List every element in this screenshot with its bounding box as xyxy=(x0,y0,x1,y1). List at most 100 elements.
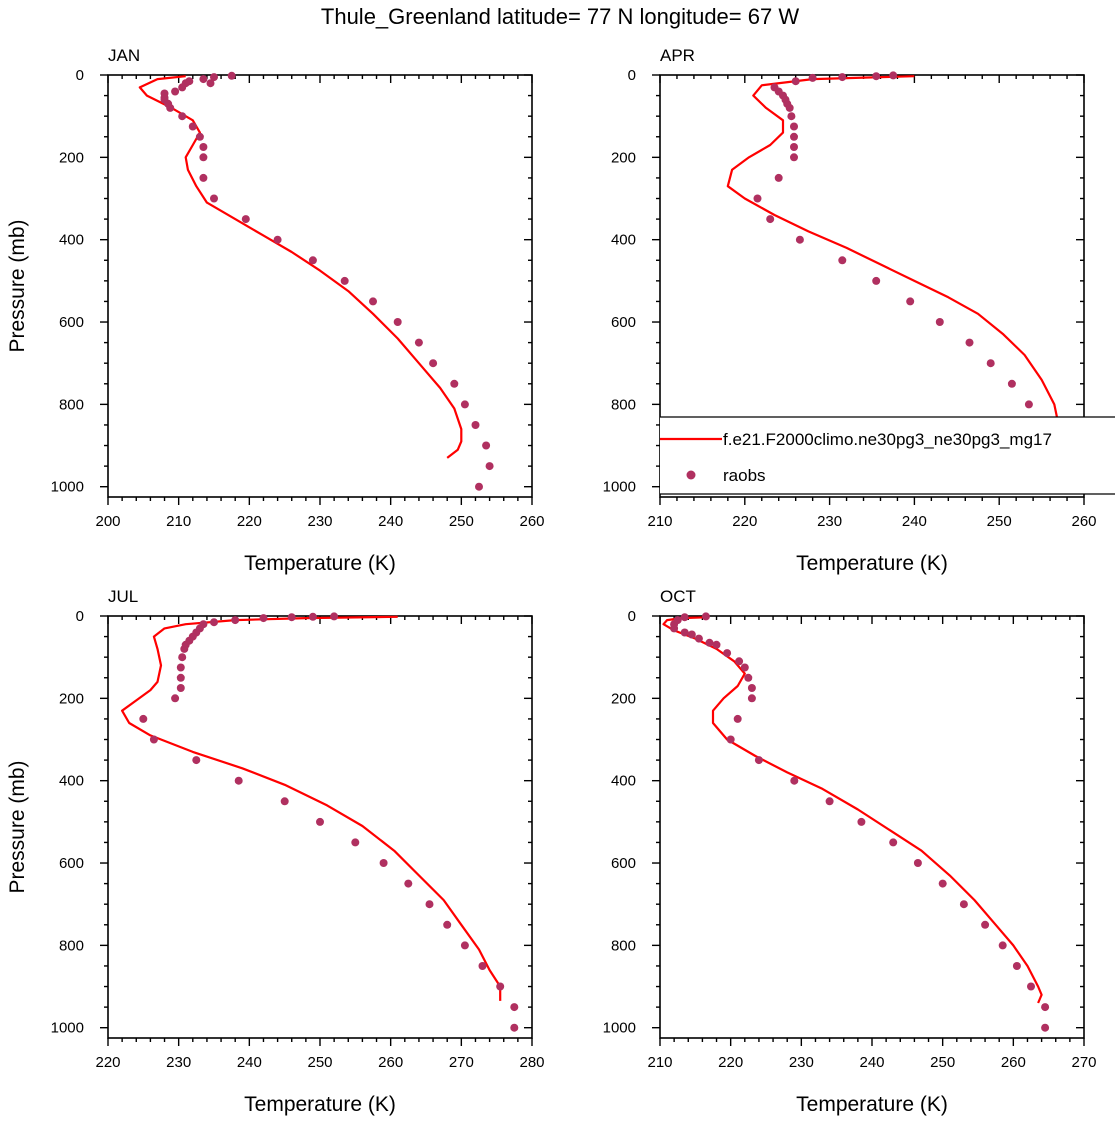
raobs-point xyxy=(889,838,898,847)
raobs-point xyxy=(785,103,794,112)
raobs-point xyxy=(723,649,732,658)
legend-label: f.e21.F2000climo.ne30pg3_ne30pg3_mg17 xyxy=(723,430,1052,449)
y-tick-label: 0 xyxy=(628,67,636,84)
y-tick-label: 200 xyxy=(59,690,84,707)
raobs-point xyxy=(670,624,679,633)
panel-title: JAN xyxy=(108,46,140,65)
y-tick-label: 400 xyxy=(611,232,636,249)
raobs-point xyxy=(790,122,798,131)
x-tick-label: 220 xyxy=(237,513,262,530)
x-tick-label: 260 xyxy=(1071,513,1096,530)
raobs-point xyxy=(998,941,1007,950)
raobs-point xyxy=(1007,379,1016,388)
raobs-point xyxy=(687,630,696,639)
raobs-point xyxy=(795,235,804,244)
x-tick-label: 250 xyxy=(307,1054,332,1071)
raobs-point xyxy=(460,941,469,950)
y-tick-label: 1000 xyxy=(603,479,636,496)
x-tick-label: 260 xyxy=(378,1054,403,1071)
raobs-point xyxy=(857,817,866,826)
raobs-point xyxy=(981,920,990,929)
raobs-point xyxy=(210,194,218,203)
raobs-point xyxy=(733,714,742,723)
x-axis-label: Temperature (K) xyxy=(796,552,948,575)
x-tick-label: 250 xyxy=(987,513,1012,530)
raobs-point xyxy=(379,859,388,867)
raobs-point xyxy=(460,400,469,409)
raobs-point xyxy=(774,173,783,182)
raobs-point xyxy=(735,657,744,666)
raobs-point xyxy=(414,338,423,347)
y-tick-label: 1000 xyxy=(51,1020,84,1037)
raobs-point xyxy=(838,73,847,82)
y-tick-label: 0 xyxy=(76,608,84,625)
raobs-point xyxy=(754,756,763,765)
raobs-point xyxy=(906,297,915,306)
x-tick-label: 230 xyxy=(166,1054,191,1071)
y-tick-label: 0 xyxy=(76,67,84,84)
panel-title: APR xyxy=(660,46,695,65)
x-tick-label: 200 xyxy=(95,513,120,530)
plot-frame xyxy=(107,74,533,498)
raobs-point xyxy=(206,79,215,88)
x-tick-label: 280 xyxy=(519,1054,544,1071)
raobs-point xyxy=(443,920,452,929)
raobs-point xyxy=(176,663,185,672)
raobs-point xyxy=(986,359,995,368)
raobs-point xyxy=(694,634,703,643)
raobs-point xyxy=(166,103,175,112)
raobs-point xyxy=(787,112,796,121)
raobs-point xyxy=(872,276,881,285)
y-tick-label: 200 xyxy=(611,149,636,166)
raobs-point xyxy=(791,77,800,86)
x-tick-label: 240 xyxy=(378,513,403,530)
raobs-point xyxy=(227,71,236,80)
x-axis-label: Temperature (K) xyxy=(244,552,396,575)
x-tick-label: 220 xyxy=(718,1054,743,1071)
raobs-point xyxy=(199,153,208,162)
raobs-point xyxy=(1027,982,1035,991)
panel-title: OCT xyxy=(660,587,696,606)
raobs-point xyxy=(1012,962,1021,970)
y-tick-label: 400 xyxy=(59,232,84,249)
y-tick-label: 0 xyxy=(628,608,636,625)
x-axis-label: Temperature (K) xyxy=(796,1093,948,1116)
x-tick-label: 260 xyxy=(519,513,544,530)
x-tick-label: 220 xyxy=(732,513,757,530)
raobs-point xyxy=(808,73,817,82)
raobs-point xyxy=(965,338,974,347)
raobs-point xyxy=(316,817,324,826)
raobs-point xyxy=(340,276,349,285)
raobs-point xyxy=(913,859,922,867)
raobs-point xyxy=(475,482,483,491)
y-tick-label: 1000 xyxy=(51,479,84,496)
raobs-point xyxy=(210,73,218,82)
raobs-point xyxy=(176,684,185,692)
raobs-point xyxy=(1041,1023,1050,1032)
x-tick-label: 230 xyxy=(307,513,332,530)
raobs-point xyxy=(485,462,494,471)
raobs-point xyxy=(471,421,480,429)
raobs-point xyxy=(838,256,847,265)
raobs-point xyxy=(178,83,187,92)
model-profile-line xyxy=(726,75,1064,476)
raobs-point xyxy=(478,962,487,970)
model-profile-line xyxy=(121,615,502,1001)
raobs-point xyxy=(280,797,289,806)
raobs-point xyxy=(701,612,710,621)
x-tick-label: 270 xyxy=(449,1054,474,1071)
raobs-point xyxy=(259,614,268,623)
y-tick-label: 600 xyxy=(611,855,636,872)
figure-title: Thule_Greenland latitude= 77 N longitude… xyxy=(321,4,799,29)
raobs-point xyxy=(790,153,798,162)
y-tick-label: 800 xyxy=(611,396,636,413)
raobs-point xyxy=(938,879,947,888)
raobs-point xyxy=(195,132,204,141)
plot-frame xyxy=(659,74,1085,498)
raobs-point xyxy=(1041,1003,1050,1012)
raobs-point xyxy=(726,735,735,744)
y-tick-label: 200 xyxy=(59,149,84,166)
x-tick-label: 240 xyxy=(902,513,927,530)
raobs-point xyxy=(330,612,339,621)
raobs-point xyxy=(680,628,689,637)
